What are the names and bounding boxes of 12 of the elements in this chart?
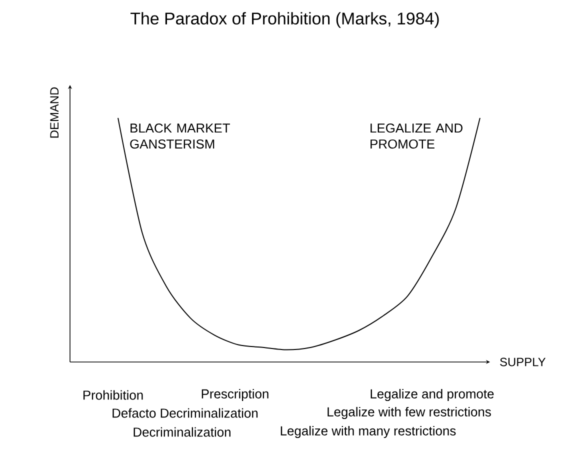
chart-title: The Paradox of Prohibition (Marks, 1984)	[130, 12, 439, 28]
text: Prescription	[202, 388, 268, 402]
text: Legalize and promote	[370, 388, 494, 402]
text: Defacto Decriminalization	[112, 408, 258, 418]
text: Decriminalization	[134, 427, 230, 437]
text: Legalize with many restrictions	[280, 426, 456, 438]
text: Prohibition	[83, 390, 143, 400]
text: Legalize with few restrictions	[328, 406, 491, 420]
annotation: LEGALIZE AND PROMOTE	[370, 124, 462, 149]
y-axis-title: DEMAND	[50, 87, 58, 138]
annotation: BLACK MARKET GANSTERISM	[130, 124, 230, 149]
x-axis-title: SUPPLY	[500, 358, 546, 366]
